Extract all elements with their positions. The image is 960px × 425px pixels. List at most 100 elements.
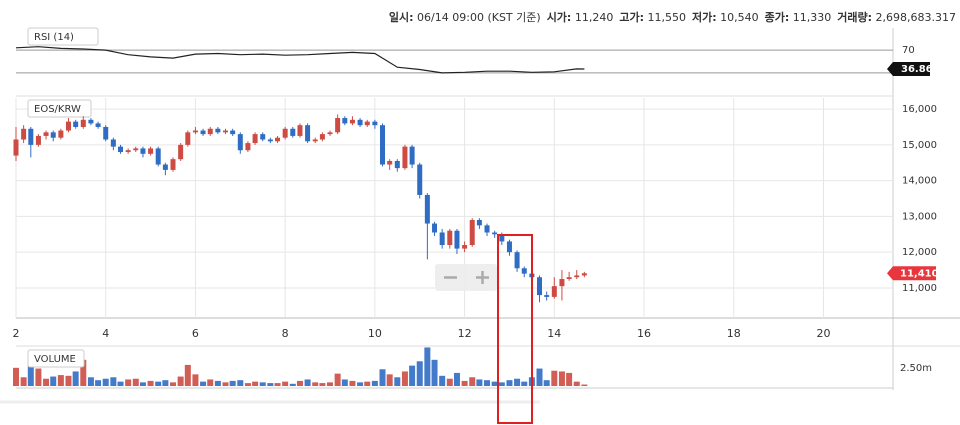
x-tick-label: 18: [727, 327, 741, 340]
rsi-line: [15, 46, 585, 74]
volume-bar: [573, 381, 580, 386]
volume-bar: [296, 380, 303, 386]
zoom-controls[interactable]: [435, 264, 497, 291]
volume-bar: [57, 375, 64, 386]
highlight-box: [497, 234, 533, 424]
volume-bar: [543, 380, 550, 386]
candle-body: [140, 148, 146, 154]
candle-body: [178, 144, 184, 160]
candle-body: [492, 232, 498, 235]
candle-body: [103, 126, 109, 140]
candle-body: [21, 128, 27, 140]
candle-body: [207, 128, 213, 135]
candle-body: [200, 130, 206, 135]
volume-bar: [498, 382, 505, 386]
candle-body: [566, 277, 572, 280]
candle-body: [574, 275, 580, 278]
panel-label-box: [27, 349, 85, 368]
candle-body: [95, 123, 101, 127]
volume-bar: [461, 380, 468, 386]
volume-bar: [222, 382, 229, 386]
panel-label-box: [27, 99, 92, 118]
candle-body: [484, 225, 490, 233]
volume-bar: [125, 379, 132, 386]
volume-bar: [394, 377, 401, 386]
volume-bar: [43, 378, 50, 386]
last-price-marker: [887, 266, 936, 281]
info-label: 저가:: [691, 11, 717, 24]
candle-body: [148, 148, 154, 154]
candle-body: [357, 119, 363, 126]
x-tick-label: 8: [282, 327, 289, 340]
candle-body: [409, 146, 415, 165]
candle-body: [380, 125, 386, 165]
last-value-label: 36.86: [901, 64, 933, 75]
candle-body: [499, 234, 505, 242]
candle-body: [125, 150, 131, 153]
y-tick-label: 13,000: [902, 211, 937, 222]
candle-body: [192, 130, 198, 133]
volume-bar: [469, 377, 476, 386]
candle-body: [260, 134, 266, 140]
volume-bar: [259, 382, 266, 386]
volume-bar: [289, 383, 296, 386]
x-tick-label: 16: [637, 327, 651, 340]
y-tick-label: 15,000: [902, 140, 937, 151]
candle-body: [80, 119, 86, 127]
candle-body: [312, 139, 318, 142]
y-tick-label: 12,000: [902, 247, 937, 258]
x-tick-label: 6: [192, 327, 199, 340]
info-label: 고가:: [619, 11, 644, 24]
candle-body: [28, 128, 34, 145]
volume-bar: [484, 380, 491, 386]
volume-bar: [341, 379, 348, 386]
volume-bar: [229, 380, 236, 386]
info-label: 시가:: [546, 11, 572, 24]
candle-body: [230, 130, 236, 135]
volume-bar: [162, 380, 169, 386]
candle-body: [222, 130, 228, 133]
volume-bar: [386, 374, 393, 386]
volume-bar: [147, 380, 154, 386]
candle-body: [305, 125, 311, 142]
zoom-box: [435, 264, 497, 291]
candle-body: [462, 245, 468, 249]
volume-bar: [244, 383, 251, 386]
volume-bar: [364, 381, 371, 386]
volume-bar: [349, 380, 356, 386]
candle-body: [372, 121, 378, 126]
panel-label-box: [27, 27, 99, 46]
volume-bar: [237, 380, 244, 386]
volume-bar: [80, 359, 87, 386]
candle-body: [349, 119, 355, 124]
candle-body: [245, 143, 251, 151]
volume-bar: [110, 377, 117, 386]
price-panel: 2 4 6 8 10 12 14 16 18 20 11,000 12,000 13,000 14,000…: [13, 98, 939, 340]
volume-bar: [170, 382, 177, 386]
candle-body: [402, 146, 408, 169]
info-value: 06/14 09:00 (KST 기준): [417, 11, 541, 24]
volume-bar: [200, 381, 207, 386]
candle-body: [290, 128, 296, 136]
volume-bar: [491, 381, 498, 386]
volume-bar: [439, 375, 446, 386]
candle-body: [133, 148, 139, 151]
info-label: 종가:: [764, 11, 790, 24]
volume-bar: [558, 371, 565, 386]
volume-bar: [424, 347, 431, 386]
y-tick-label: 11,000: [902, 283, 937, 294]
candle-body: [185, 132, 191, 145]
candle-body: [335, 118, 341, 133]
volume-bar: [139, 382, 146, 386]
volume-bar: [214, 380, 221, 386]
volume-bar: [334, 373, 341, 386]
volume-bar: [446, 378, 453, 386]
x-tick-label: 2: [13, 327, 20, 340]
candle-body: [387, 160, 393, 165]
volume-bar: [192, 374, 199, 386]
candle-body: [155, 148, 161, 165]
volume-bar: [327, 382, 334, 386]
